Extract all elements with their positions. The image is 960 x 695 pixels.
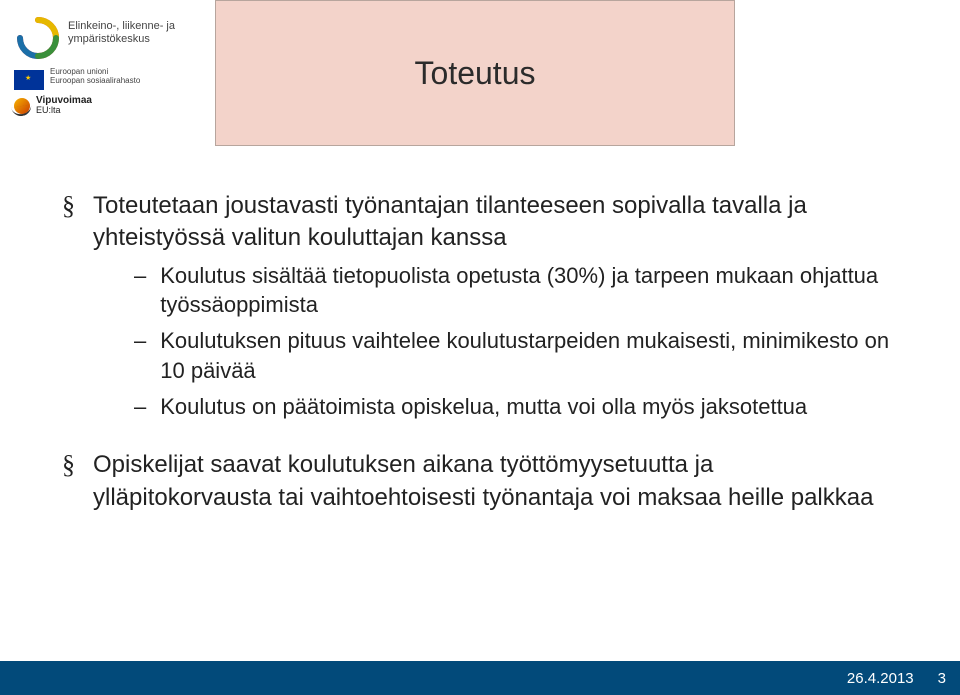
ely-org-line1: Elinkeino-, liikenne- ja (68, 20, 175, 33)
slide: Elinkeino-, liikenne- ja ympäristökeskus… (0, 0, 960, 695)
sub-bullet-text: Koulutus on päätoimista opiskelua, mutta… (160, 392, 807, 422)
ely-org-name: Elinkeino-, liikenne- ja ympäristökeskus (68, 20, 175, 46)
vipuvoimaa-logo: Vipuvoimaa EU:lta (14, 96, 214, 116)
sub-bullet-text: Koulutus sisältää tietopuolista opetusta… (160, 261, 892, 320)
vipuvoimaa-text: Vipuvoimaa EU:lta (36, 96, 92, 116)
footer-date: 26.4.2013 (847, 670, 914, 687)
ely-org-line2: ympäristökeskus (68, 33, 175, 46)
slide-content: § Toteutetaan joustavasti työnantajan ti… (62, 190, 892, 520)
bullet-text: Opiskelijat saavat koulutuksen aikana ty… (93, 449, 892, 514)
footer-page-number: 3 (938, 670, 946, 687)
sub-bullet-text: Koulutuksen pituus vaihtelee koulutustar… (160, 326, 892, 385)
eu-line2: Euroopan sosiaalirahasto (50, 77, 140, 86)
bullet-marker: § (62, 190, 75, 223)
bullet-item: § Toteutetaan joustavasti työnantajan ti… (62, 190, 892, 255)
ely-logo: Elinkeino-, liikenne- ja ympäristökeskus (14, 14, 214, 62)
dash-marker: – (134, 392, 146, 422)
sub-bullet-item: – Koulutus sisältää tietopuolista opetus… (134, 261, 892, 320)
vipu-line2: EU:lta (36, 105, 61, 115)
spacer (62, 427, 892, 449)
sub-bullet-item: – Koulutuksen pituus vaihtelee koulutust… (134, 326, 892, 385)
eu-flag-icon (14, 70, 44, 90)
bullet-item: § Opiskelijat saavat koulutuksen aikana … (62, 449, 892, 514)
eu-text: Euroopan unioni Euroopan sosiaalirahasto (50, 68, 140, 86)
slide-header: Elinkeino-, liikenne- ja ympäristökeskus… (0, 0, 960, 146)
sub-list: – Koulutus sisältää tietopuolista opetus… (134, 261, 892, 421)
bullet-text: Toteutetaan joustavasti työnantajan tila… (93, 190, 892, 255)
slide-footer: 26.4.2013 3 (0, 661, 960, 695)
vipuvoimaa-icon (14, 98, 30, 114)
ely-swirl-icon (14, 14, 62, 62)
dash-marker: – (134, 261, 146, 291)
slide-title: Toteutus (415, 55, 536, 92)
dash-marker: – (134, 326, 146, 356)
title-box: Toteutus (215, 0, 735, 146)
logo-block: Elinkeino-, liikenne- ja ympäristökeskus… (14, 14, 214, 134)
eu-logo: Euroopan unioni Euroopan sosiaalirahasto (14, 68, 214, 90)
bullet-marker: § (62, 449, 75, 482)
sub-bullet-item: – Koulutus on päätoimista opiskelua, mut… (134, 392, 892, 422)
